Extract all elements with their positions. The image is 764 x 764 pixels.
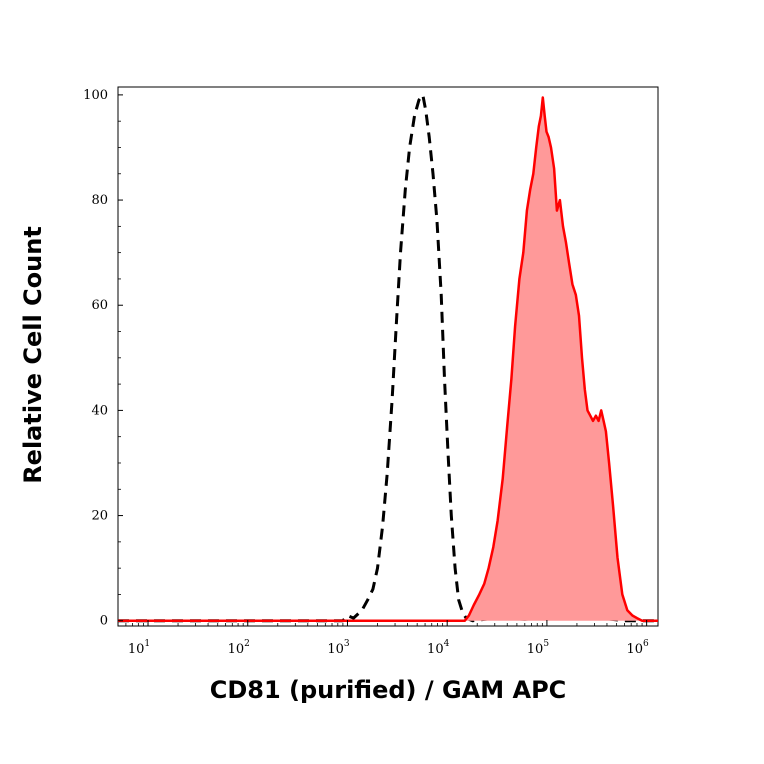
x-axis: 101 102 103 104 105 106	[128, 620, 649, 657]
x-tick-exponent: 5	[543, 639, 549, 649]
x-tick-base: 10	[228, 642, 245, 657]
x-tick-exponent: 1	[144, 639, 150, 649]
y-tick-label: 80	[91, 193, 108, 208]
x-tick-base: 10	[327, 642, 344, 657]
minor-ticks	[117, 120, 643, 626]
x-tick-base: 10	[128, 642, 145, 657]
x-tick-exponent: 2	[244, 639, 250, 649]
y-tick-label: 60	[91, 298, 108, 313]
y-axis-title: Relative Cell Count	[19, 226, 47, 484]
x-tick-label: 104	[427, 639, 450, 657]
x-tick-label: 101	[128, 639, 150, 657]
x-tick-label: 103	[327, 639, 350, 657]
x-tick-base: 10	[427, 642, 444, 657]
x-tick-exponent: 3	[344, 639, 350, 649]
series-1-line	[118, 96, 658, 622]
series-layer	[118, 93, 658, 623]
y-tick-label: 20	[91, 509, 108, 524]
x-tick-base: 10	[626, 642, 643, 657]
x-tick-base: 10	[527, 642, 544, 657]
y-tick-label: 100	[83, 88, 108, 103]
series-1-area	[118, 97, 658, 621]
plot-frame	[117, 86, 659, 627]
x-axis-title: CD81 (purified) / GAM APC	[210, 676, 567, 704]
x-tick-label: 102	[228, 639, 250, 657]
x-tick-label: 106	[626, 639, 649, 657]
y-tick-label: 0	[100, 614, 108, 629]
x-tick-label: 105	[527, 639, 550, 657]
y-tick-label: 40	[91, 403, 108, 418]
x-tick-exponent: 4	[444, 639, 450, 649]
y-axis: 0 20 40 60 80 100	[83, 88, 123, 629]
x-tick-exponent: 6	[643, 639, 649, 649]
